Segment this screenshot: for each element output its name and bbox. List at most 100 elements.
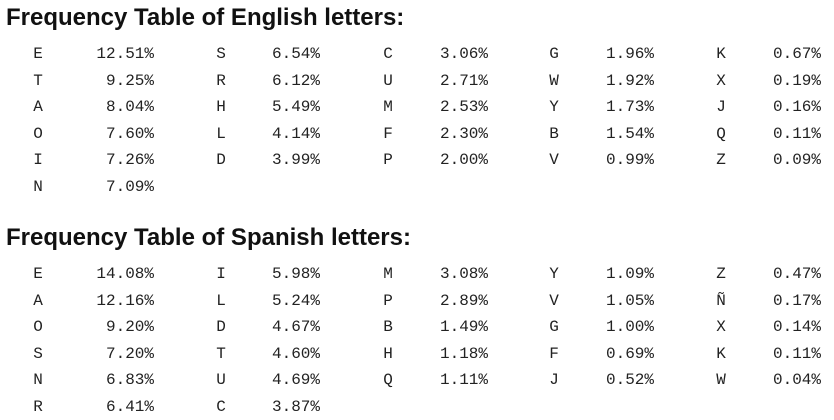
- frequency-value: 1.11%: [440, 367, 488, 394]
- letter-label: U: [380, 68, 396, 95]
- letter-label: Q: [380, 367, 396, 394]
- table-row: F 2.30%: [380, 121, 488, 148]
- frequency-value: 3.99%: [272, 147, 320, 174]
- table-row: B 1.54%: [546, 121, 654, 148]
- letter-label: E: [30, 41, 46, 68]
- frequency-value: 1.18%: [440, 341, 488, 368]
- letter-label: S: [30, 341, 46, 368]
- frequency-value: 9.20%: [106, 314, 154, 341]
- table-row: R 6.41%: [30, 394, 154, 420]
- letter-label: J: [713, 94, 729, 121]
- frequency-value: 14.08%: [96, 261, 154, 288]
- letter-label: A: [30, 94, 46, 121]
- frequency-value: 6.41%: [106, 394, 154, 420]
- frequency-value: 6.12%: [272, 68, 320, 95]
- letter-label: D: [213, 314, 229, 341]
- frequency-value: 0.47%: [773, 261, 821, 288]
- table-row: V 0.99%: [546, 147, 654, 174]
- frequency-value: 0.11%: [773, 341, 821, 368]
- letter-label: B: [546, 121, 562, 148]
- frequency-value: 2.53%: [440, 94, 488, 121]
- frequency-value: 7.60%: [106, 121, 154, 148]
- frequency-value: 4.14%: [272, 121, 320, 148]
- table-row: O 9.20%: [30, 314, 154, 341]
- letter-label: G: [546, 314, 562, 341]
- frequency-value: 1.92%: [606, 68, 654, 95]
- frequency-value: 4.60%: [272, 341, 320, 368]
- letter-label: O: [30, 314, 46, 341]
- letter-label: X: [713, 68, 729, 95]
- letter-label: S: [213, 41, 229, 68]
- frequency-value: 3.08%: [440, 261, 488, 288]
- letter-label: G: [546, 41, 562, 68]
- letter-label: O: [30, 121, 46, 148]
- frequency-value: 2.00%: [440, 147, 488, 174]
- frequency-value: 6.83%: [106, 367, 154, 394]
- frequency-value: 2.30%: [440, 121, 488, 148]
- frequency-value: 0.99%: [606, 147, 654, 174]
- frequency-value: 0.16%: [773, 94, 821, 121]
- table-row: J 0.16%: [713, 94, 821, 121]
- frequency-value: 0.69%: [606, 341, 654, 368]
- table-row: M 3.08%: [380, 261, 488, 288]
- letter-label: P: [380, 288, 396, 315]
- frequency-value: 12.16%: [96, 288, 154, 315]
- letter-label: N: [30, 367, 46, 394]
- letter-label: M: [380, 261, 396, 288]
- letter-label: T: [30, 68, 46, 95]
- frequency-value: 0.04%: [773, 367, 821, 394]
- frequency-value: 7.09%: [106, 174, 154, 201]
- letter-label: L: [213, 288, 229, 315]
- frequency-value: 1.05%: [606, 288, 654, 315]
- table-row: R 6.12%: [213, 68, 320, 95]
- frequency-value: 5.24%: [272, 288, 320, 315]
- letter-label: Ñ: [713, 288, 729, 315]
- frequency-value: 2.89%: [440, 288, 488, 315]
- letter-label: D: [213, 147, 229, 174]
- frequency-value: 0.09%: [773, 147, 821, 174]
- letter-label: R: [213, 68, 229, 95]
- letter-label: V: [546, 147, 562, 174]
- frequency-value: 1.49%: [440, 314, 488, 341]
- table-row: G 1.96%: [546, 41, 654, 68]
- frequency-value: 1.96%: [606, 41, 654, 68]
- letter-label: V: [546, 288, 562, 315]
- frequency-value: 2.71%: [440, 68, 488, 95]
- letter-label: H: [380, 341, 396, 368]
- table-row: Q 1.11%: [380, 367, 488, 394]
- letter-label: I: [213, 261, 229, 288]
- letter-label: R: [30, 394, 46, 420]
- letter-label: A: [30, 288, 46, 315]
- frequency-value: 1.09%: [606, 261, 654, 288]
- table-row: U 2.71%: [380, 68, 488, 95]
- letter-label: H: [213, 94, 229, 121]
- english-table-title: Frequency Table of English letters:: [6, 4, 404, 32]
- frequency-value: 1.54%: [606, 121, 654, 148]
- letter-label: F: [380, 121, 396, 148]
